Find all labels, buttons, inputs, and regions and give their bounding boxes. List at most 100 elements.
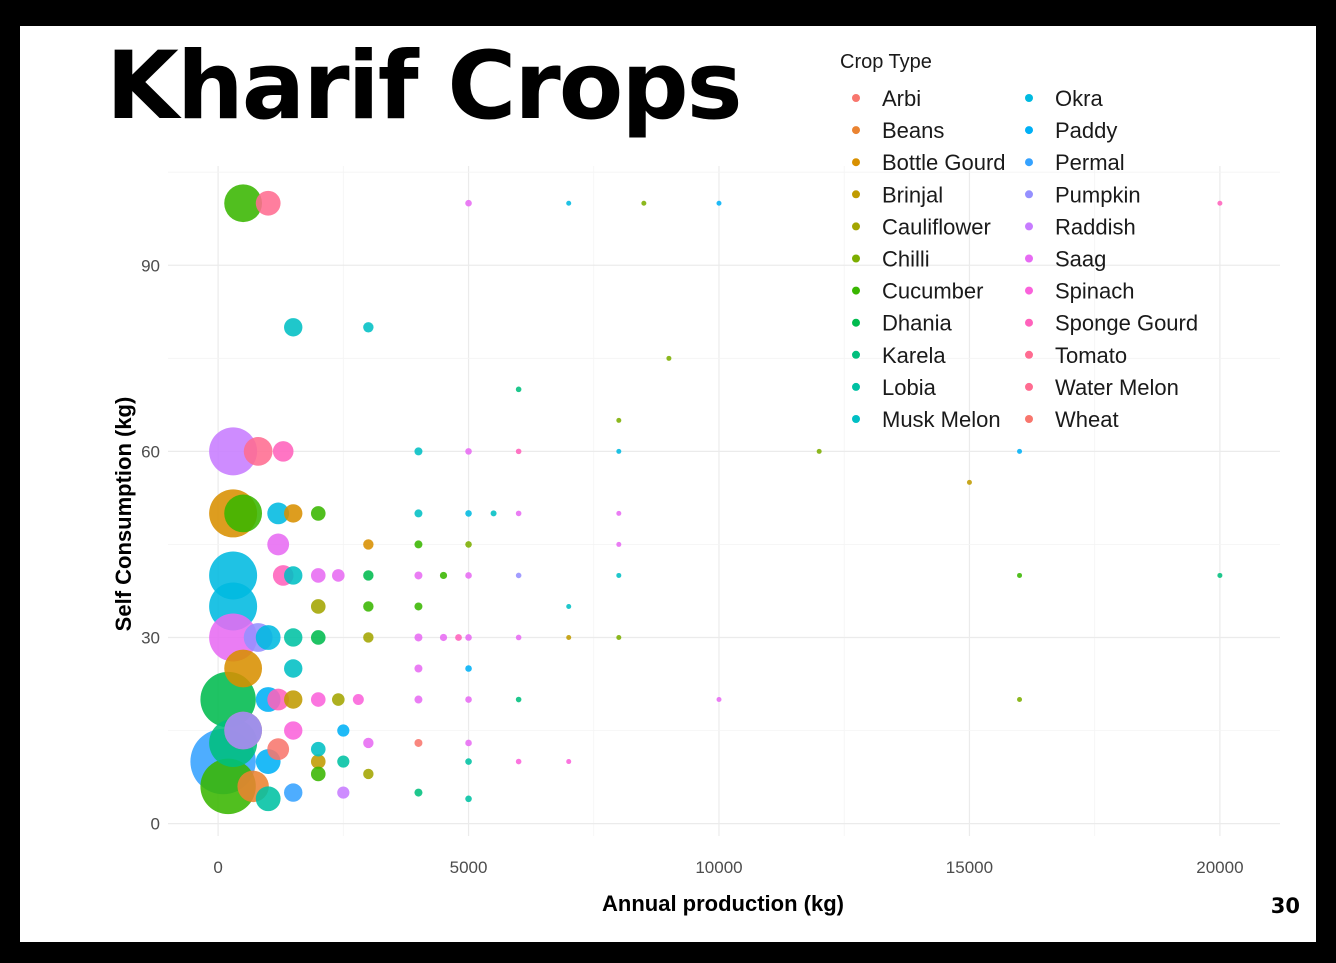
legend-swatch <box>852 158 860 167</box>
data-point-sponge-gourd <box>455 634 462 641</box>
legend-swatch <box>852 415 860 423</box>
data-point-karela <box>515 696 522 703</box>
data-point-okra <box>566 200 572 206</box>
x-axis-title: Annual production (kg) <box>602 891 844 916</box>
legend-label: Beans <box>882 118 944 143</box>
legend-label: Permal <box>1055 150 1125 175</box>
data-point-saag <box>515 510 522 517</box>
data-point-sponge-gourd <box>272 441 294 462</box>
data-point-saag <box>716 697 722 703</box>
data-point-okra <box>267 502 290 525</box>
data-point-spinach <box>566 759 572 765</box>
legend-swatch <box>852 254 860 263</box>
data-point-saag <box>465 634 472 641</box>
data-point-dhania <box>363 570 374 581</box>
data-point-musk-melon <box>414 447 423 456</box>
legend-swatch <box>852 190 860 199</box>
data-point-karela <box>1217 572 1223 578</box>
legend-label: Karela <box>882 343 946 368</box>
y-tick-label: 30 <box>141 628 160 647</box>
data-point-saag <box>515 634 522 641</box>
data-point-musk-melon <box>490 510 497 517</box>
slide-title: Kharif Crops <box>106 32 743 141</box>
data-point-brinjal <box>566 634 572 640</box>
legend-label: Brinjal <box>882 182 943 207</box>
x-tick-label: 0 <box>213 858 222 877</box>
data-point-musk-melon <box>310 741 326 757</box>
legend-swatch <box>1025 94 1033 102</box>
legend-label: Musk Melon <box>882 407 1001 432</box>
legend-swatch <box>852 222 860 231</box>
data-point-saag <box>267 533 290 556</box>
x-tick-label: 20000 <box>1196 858 1243 877</box>
data-point-saag <box>616 541 622 547</box>
legend-label: Cucumber <box>882 279 983 304</box>
data-point-chilli <box>816 448 822 454</box>
legend-swatch <box>1025 318 1033 327</box>
data-point-cucumber <box>224 494 263 533</box>
data-point-cauliflower <box>363 632 374 643</box>
legend-swatch <box>1025 158 1033 167</box>
legend-swatch <box>852 350 860 359</box>
page-number: 30 <box>1270 894 1300 918</box>
data-point-paddy <box>337 724 350 737</box>
data-point-saag <box>414 664 423 673</box>
data-point-saag <box>332 569 345 582</box>
data-point-tomato <box>255 190 281 216</box>
data-point-saag <box>465 696 472 703</box>
data-point-saag <box>363 737 374 749</box>
data-point-brinjal <box>284 690 303 709</box>
data-point-pumpkin <box>515 572 522 579</box>
legend-swatch <box>852 94 860 102</box>
legend-label: Water Melon <box>1055 375 1179 400</box>
legend-label: Spinach <box>1055 279 1135 304</box>
legend-swatch <box>1025 286 1033 295</box>
data-point-cauliflower <box>310 599 326 614</box>
data-point-cucumber <box>414 602 423 611</box>
data-point-bottle-gourd <box>224 649 263 688</box>
data-point-karela <box>414 788 423 797</box>
legend-swatch <box>852 382 860 391</box>
y-tick-label: 60 <box>141 442 160 461</box>
data-point-musk-melon <box>616 572 622 578</box>
legend-swatch <box>1025 222 1033 231</box>
bubble-chart: Annual production (kg) Self Consumption … <box>111 51 1280 916</box>
data-point-sponge-gourd <box>515 448 522 455</box>
legend-label: Pumpkin <box>1055 182 1141 207</box>
data-point-saag <box>310 568 326 583</box>
data-point-saag <box>209 613 258 662</box>
data-point-chilli <box>641 200 647 206</box>
legend-label: Sponge Gourd <box>1055 311 1198 336</box>
legend-swatch <box>852 126 860 135</box>
data-point-cucumber <box>224 184 263 223</box>
data-point-cucumber <box>200 758 256 815</box>
data-point-brinjal <box>966 479 972 485</box>
data-point-cucumber <box>310 506 326 521</box>
slide: Annual production (kg) Self Consumption … <box>20 26 1316 942</box>
data-point-lobia <box>255 786 281 812</box>
data-point-musk-melon <box>414 509 423 518</box>
data-point-saag <box>439 633 448 642</box>
data-point-permal <box>284 783 303 802</box>
legend-swatch <box>1025 126 1033 135</box>
data-point-bottle-gourd <box>363 539 374 550</box>
data-point-okra <box>616 448 622 454</box>
data-point-cauliflower <box>363 768 374 780</box>
data-point-paddy <box>1017 448 1023 454</box>
data-point-musk-melon <box>284 566 303 585</box>
legend-label: Chilli <box>882 247 930 272</box>
data-point-tomato <box>243 436 273 466</box>
legend-swatch <box>1025 350 1033 359</box>
data-point-arbi <box>414 738 423 747</box>
legend-label: Dhania <box>882 311 952 336</box>
data-point-cucumber <box>310 766 326 782</box>
data-point-spinach <box>352 694 364 706</box>
data-point-chilli <box>1017 697 1023 703</box>
data-point-lobia <box>284 628 303 647</box>
legend-label: Bottle Gourd <box>882 150 1006 175</box>
data-point-lobia <box>337 755 350 768</box>
data-point-paddy <box>465 665 472 672</box>
data-point-raddish <box>209 427 258 476</box>
data-point-paddy <box>716 200 722 206</box>
legend-swatch <box>1025 415 1033 423</box>
